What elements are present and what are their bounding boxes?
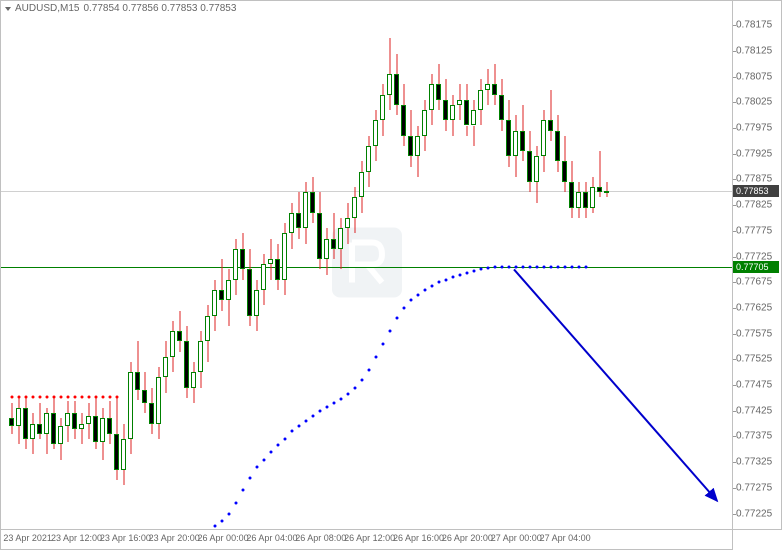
y-tick-label: 0.77625 [736,302,772,313]
x-tick-label: 23 Apr 20:00 [149,533,200,543]
x-tick-label: 26 Apr 16:00 [393,533,444,543]
y-tick-label: 0.78125 [736,45,772,56]
y-tick-label: 0.77375 [736,431,772,442]
y-tick-label: 0.77575 [736,328,772,339]
y-tick-label: 0.77975 [736,123,772,134]
x-tick-label: 26 Apr 08:00 [295,533,346,543]
y-axis: 0.78175 0.78125 0.78075 0.78025 0.77975 0.779… [733,0,782,530]
x-tick-label: 23 Apr 16:00 [100,533,151,543]
price-label: 0.77853 [733,185,779,197]
y-tick-label: 0.77775 [736,225,772,236]
watermark-logo [317,213,417,318]
y-tick-label: 0.77475 [736,380,772,391]
x-tick-label: 27 Apr 00:00 [491,533,542,543]
symbol-label: AUDUSD,M15 [15,3,79,14]
y-tick-label: 0.77275 [736,482,772,493]
y-tick-label: 0.77875 [736,174,772,185]
x-tick-label: 26 Apr 00:00 [198,533,249,543]
x-tick-label: 23 Apr 12:00 [51,533,102,543]
x-tick-label: 23 Apr 2021 [3,533,52,543]
forecast-arrow [1,1,732,529]
y-tick-label: 0.77325 [736,457,772,468]
y-tick-label: 0.77825 [736,200,772,211]
y-tick-label: 0.78175 [736,20,772,31]
ohlc-label: 0.77854 0.77856 0.77853 0.77853 [83,3,236,14]
y-tick-label: 0.78025 [736,97,772,108]
y-tick-label: 0.78075 [736,71,772,82]
x-tick-label: 26 Apr 20:00 [442,533,493,543]
x-tick-label: 27 Apr 04:00 [540,533,591,543]
x-tick-label: 26 Apr 04:00 [246,533,297,543]
chart-title-bar[interactable]: AUDUSD,M15 0.77854 0.77856 0.77853 0.778… [5,3,236,14]
y-tick-label: 0.77225 [736,508,772,519]
x-axis: 23 Apr 202123 Apr 12:0023 Apr 16:0023 Ap… [0,530,733,550]
y-tick-label: 0.77675 [736,277,772,288]
dropdown-icon[interactable] [5,7,11,11]
chart-area[interactable]: AUDUSD,M15 0.77854 0.77856 0.77853 0.778… [0,0,733,530]
y-tick-label: 0.77525 [736,354,772,365]
x-tick-label: 26 Apr 12:00 [344,533,395,543]
y-tick-label: 0.77425 [736,405,772,416]
y-tick-label: 0.77925 [736,148,772,159]
price-label: 0.77705 [733,261,779,273]
